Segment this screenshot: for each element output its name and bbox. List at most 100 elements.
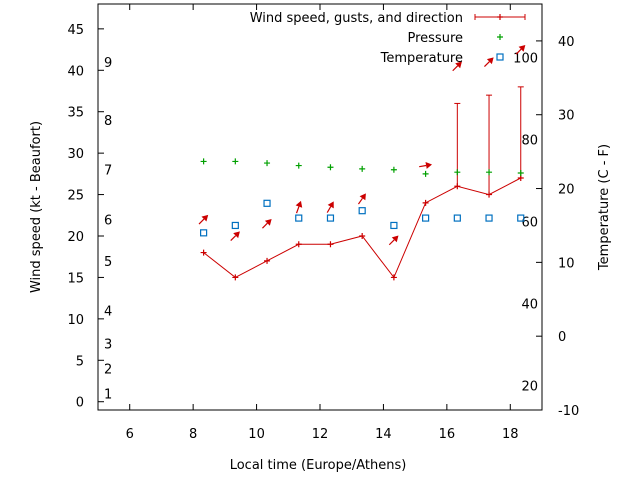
- y-left-tick-label: 15: [67, 271, 84, 286]
- wind-arrow-shaft: [419, 164, 427, 168]
- beaufort-label: 4: [104, 305, 112, 320]
- wind-speed-point: [232, 274, 239, 281]
- temperature-point: [390, 221, 398, 230]
- beaufort-label: 6: [104, 213, 112, 228]
- legend-temperature-marker: [496, 53, 504, 61]
- fahrenheit-label: 40: [521, 297, 538, 312]
- series-layer: [198, 44, 526, 281]
- fahrenheit-label: 60: [521, 215, 538, 230]
- y-right-tick-label: -10: [558, 404, 579, 419]
- wind-arrow-head: [233, 231, 240, 239]
- wind-speed-point: [390, 274, 397, 281]
- legend-label: Wind speed, gusts, and direction: [250, 11, 463, 26]
- beaufort-label: 9: [104, 56, 112, 71]
- wind-speed-point: [454, 183, 461, 190]
- temperature-point: [517, 214, 525, 222]
- x-tick-label: 6: [126, 427, 134, 442]
- wind-direction-arrow: [419, 162, 433, 169]
- wind-speed-point: [359, 233, 366, 239]
- wind-direction-arrow: [357, 193, 366, 205]
- pressure-point: [517, 170, 524, 177]
- fahrenheit-label: 80: [521, 133, 538, 148]
- pressure-point: [327, 164, 334, 171]
- fahrenheit-label: 100: [513, 51, 538, 66]
- temperature-point: [295, 214, 303, 222]
- plot-frame: [97, 3, 543, 411]
- legend: Wind speed, gusts, and direction Pressure…: [250, 11, 526, 66]
- temperature-point: [485, 214, 493, 222]
- temperature-point: [422, 214, 430, 222]
- temperature-point: [358, 207, 366, 215]
- wind-arrow-shaft: [295, 206, 300, 214]
- wind-speed-point: [264, 257, 271, 264]
- temperature-point: [326, 214, 335, 222]
- wind-arrow-head: [518, 44, 526, 52]
- pressure-point: [454, 169, 461, 176]
- wind-direction-arrow: [262, 218, 272, 229]
- wind-arrow-head: [201, 214, 209, 222]
- wind-arrow-shaft: [484, 61, 490, 68]
- y-axis-title-left: Wind speed (kt - Beaufort): [29, 121, 44, 293]
- wind-speed-point: [327, 241, 334, 248]
- y-left-tick-label: 45: [67, 23, 84, 38]
- wind-speed-point: [486, 191, 493, 198]
- wind-arrow-head: [455, 61, 462, 69]
- wind-arrow-head: [327, 201, 334, 209]
- wind-direction-arrow: [515, 44, 526, 55]
- y-left-tick-label: 25: [67, 189, 84, 204]
- legend-label: Pressure: [407, 31, 463, 46]
- pressure-point: [200, 158, 207, 165]
- x-tick-label: 14: [375, 427, 392, 442]
- pressure-point: [422, 170, 429, 177]
- beaufort-label: 5: [104, 255, 112, 270]
- x-tick-label: 10: [248, 427, 265, 442]
- beaufort-label: 1: [104, 387, 112, 402]
- pressure-point: [390, 166, 397, 173]
- x-tick-label: 8: [189, 427, 197, 442]
- wind-direction-arrow: [452, 61, 462, 72]
- wind-arrow-head: [391, 235, 399, 243]
- temperature-point: [263, 199, 271, 207]
- wind-speed-point: [422, 199, 429, 206]
- wind-arrow-head: [264, 218, 272, 226]
- pressure-point: [486, 169, 493, 176]
- wind-arrow-shaft: [230, 235, 237, 242]
- y-left-tick-label: 10: [67, 313, 84, 328]
- pressure-point: [295, 162, 302, 169]
- wind-arrow-shaft: [262, 222, 268, 229]
- y-left-tick-label: 35: [67, 106, 84, 121]
- wind-arrow-head: [486, 57, 494, 65]
- beaufort-label: 2: [104, 363, 112, 378]
- wind-arrow-head: [359, 193, 366, 201]
- wind-arrow-shaft: [388, 239, 395, 246]
- y-left-tick-label: 30: [67, 147, 84, 162]
- wind-speed-point: [200, 249, 207, 256]
- wind-direction-arrow: [295, 200, 303, 214]
- pressure-point: [359, 165, 366, 172]
- pressure-point: [264, 160, 271, 167]
- x-tick-label: 16: [439, 427, 456, 442]
- y-right-tick-label: 30: [558, 109, 575, 124]
- temperature-point: [200, 229, 208, 237]
- y-left-tick-label: 40: [67, 64, 84, 79]
- temperature-point: [231, 221, 239, 230]
- ticks: 6 8 10 12 14 16 18051015202530354045-100102030…: [67, 4, 579, 442]
- wind-speed-line: [203, 177, 521, 279]
- y-right-tick-label: 0: [558, 330, 566, 345]
- y-right-tick-label: 20: [558, 183, 575, 198]
- fahrenheit-scale: 20 40 60 80 100: [513, 51, 538, 394]
- y-left-tick-label: 20: [67, 230, 84, 245]
- wind-arrow-shaft: [515, 48, 522, 55]
- beaufort-label: 8: [104, 114, 112, 129]
- y-axis-title-right: Temperature (C - F): [597, 144, 612, 271]
- y-right-tick-label: 10: [558, 256, 575, 271]
- beaufort-scale: 1 2 3 4 5 6 7 8 9: [104, 56, 112, 402]
- wind-arrow-shaft: [452, 65, 459, 72]
- x-tick-label: 18: [502, 427, 519, 442]
- wind-speed-point: [295, 241, 302, 248]
- wind-arrow-shaft: [357, 197, 363, 205]
- wind-arrow-shaft: [198, 218, 205, 225]
- y-left-tick-label: 5: [76, 354, 84, 369]
- wind-direction-arrow: [484, 57, 494, 68]
